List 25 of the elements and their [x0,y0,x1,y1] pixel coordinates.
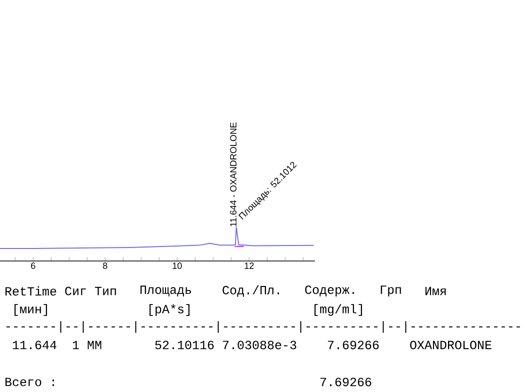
x-tick-label: 12 [244,262,254,269]
text: [mg/ml] [314,304,362,316]
x-tick-label: 8 [103,262,108,269]
text: 1 MM [72,340,102,350]
text: Имя [425,286,446,296]
text: 11.644 [12,340,56,350]
text: 7.69266 [320,378,372,386]
text: [pA*s] [150,304,190,316]
text: [мин] [14,304,47,316]
text: 7.69266 [328,340,379,350]
text: Грп [380,286,401,296]
text: Всего : [5,378,54,386]
x-tick-label: 6 [31,262,36,269]
text: OXANDROLONE [410,340,492,350]
text: Сод./Пл. [222,285,279,297]
text: Площадь [140,286,191,296]
text: Содерж. [305,286,354,296]
text: RetTime [5,286,56,296]
text: 52.10116 [155,340,214,350]
text: 7.03088e-3 [222,340,296,350]
text: -------|--|------|----------|----------|----------|--|--------------- [6,321,520,333]
text: Тип [94,286,116,296]
annotation: 11.644 - OXANDROLONE [230,122,236,226]
x-tick-label: 10 [172,262,182,269]
text: Сиг [65,286,86,296]
